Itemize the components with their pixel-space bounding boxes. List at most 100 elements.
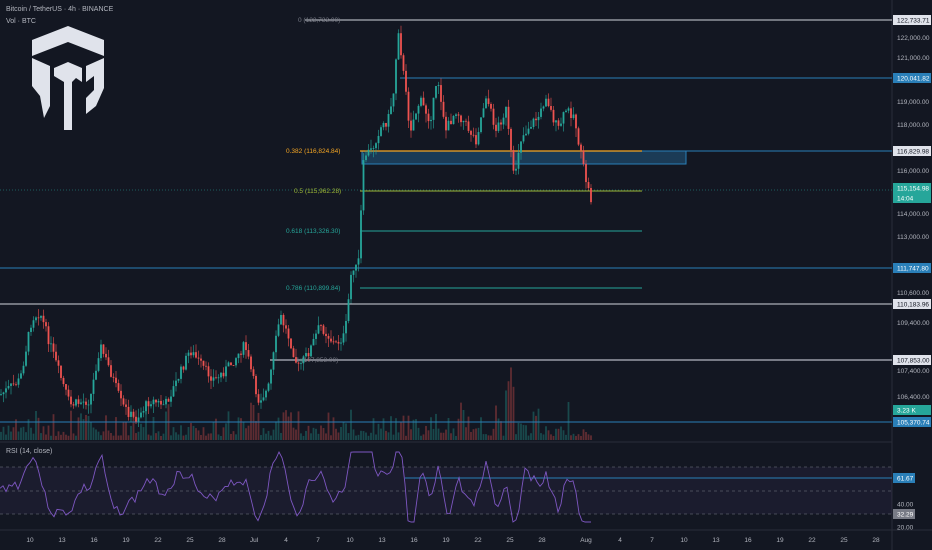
time-axis[interactable]: 10 13 16 19 22 25 28 Jul 4 7 10 13 16 19 22 25 28 Aug 4 7 10… xyxy=(26,537,880,544)
volume-bar xyxy=(427,430,430,440)
candle-body xyxy=(110,365,112,377)
volume-bar xyxy=(220,435,222,440)
candle-body xyxy=(217,377,220,379)
candle-body xyxy=(175,380,177,387)
candle-body xyxy=(560,123,562,126)
candle-body xyxy=(87,404,90,406)
candle-body xyxy=(240,353,242,355)
time-tick: 10 xyxy=(346,537,354,544)
candle-body xyxy=(400,33,402,56)
volume-bar xyxy=(190,422,192,440)
symbol-title[interactable]: Bitcoin / TetherUS · 4h · BINANCE xyxy=(6,6,114,13)
candle-body xyxy=(445,116,447,131)
candle-body xyxy=(360,210,362,259)
candle-body xyxy=(340,342,342,344)
candle-body xyxy=(385,123,387,127)
volume-bar xyxy=(542,434,545,440)
volume-bar xyxy=(40,433,42,440)
price-badge-countdown-text: 14:04 xyxy=(897,196,914,203)
volume-bar xyxy=(352,429,355,440)
volume-bar xyxy=(130,425,132,440)
volume-bar xyxy=(70,410,72,440)
volume-bar xyxy=(492,428,495,440)
candle-body xyxy=(295,357,297,363)
price-badge-top-text: 122,733.71 xyxy=(897,18,930,25)
volume-bar xyxy=(505,390,507,440)
price-badge-s2 xyxy=(893,299,931,309)
volume-bar xyxy=(287,416,290,440)
candle-body xyxy=(260,400,262,403)
volume-bar xyxy=(262,428,265,440)
fib-382-zone xyxy=(361,150,687,165)
volume-bar xyxy=(312,427,315,440)
candle-body xyxy=(307,353,310,357)
candle-body xyxy=(212,377,215,381)
volume-bar xyxy=(217,434,220,440)
volume-bar xyxy=(42,426,45,440)
candle-body xyxy=(147,401,150,407)
volume-bar xyxy=(362,431,365,440)
volume-bar xyxy=(265,433,267,440)
price-tick: 116,000.00 xyxy=(897,168,929,175)
time-tick: 10 xyxy=(680,537,688,544)
candle-body xyxy=(70,396,72,405)
candle-body xyxy=(387,113,390,127)
volume-bar xyxy=(442,432,445,440)
candle-body xyxy=(410,120,412,131)
candle-body xyxy=(255,375,257,395)
candle-body xyxy=(507,106,510,129)
volume-bar xyxy=(72,433,75,440)
candle-body xyxy=(275,335,277,353)
candle-body xyxy=(485,98,487,109)
candle-body xyxy=(525,133,527,136)
volume-bar xyxy=(117,435,120,440)
candle-body xyxy=(427,113,430,122)
rsi-axis[interactable]: 61.67 40.00 32.29 20.00 xyxy=(893,473,915,532)
candle-body xyxy=(45,322,47,327)
price-axis[interactable]: 122,000.00 121,000.00 119,000.00 118,000.00… xyxy=(897,35,930,401)
volume-bar xyxy=(275,421,277,440)
candle-body xyxy=(565,110,567,113)
volume-bar xyxy=(447,417,450,440)
candle-body xyxy=(552,109,555,123)
candle-body xyxy=(472,134,475,136)
candle-body xyxy=(362,160,365,211)
volume-bar xyxy=(370,432,372,440)
candle-body xyxy=(232,365,235,367)
volume-bar xyxy=(292,427,295,440)
price-badge-s1 xyxy=(893,263,931,273)
volume-bar xyxy=(105,415,107,440)
candle-body xyxy=(482,108,485,118)
candle-body xyxy=(42,315,45,323)
volume-bar xyxy=(45,434,47,440)
candle-body xyxy=(155,399,157,403)
volume-bar xyxy=(555,428,557,440)
candle-body xyxy=(442,101,445,117)
candle-body xyxy=(12,383,15,385)
candle-body xyxy=(190,352,192,356)
fib-zone xyxy=(361,150,687,165)
candle-body xyxy=(20,373,22,379)
time-tick: 13 xyxy=(712,537,720,544)
candle-body xyxy=(130,411,132,417)
rsi-pane[interactable] xyxy=(0,450,892,523)
volume-bar xyxy=(32,433,35,440)
volume-bar xyxy=(527,435,530,440)
price-badge-countdown xyxy=(893,193,931,203)
volume-bar xyxy=(52,414,55,440)
volume-bar xyxy=(565,434,567,440)
candle-body xyxy=(107,357,110,366)
candle-body xyxy=(187,352,190,356)
candle-body xyxy=(450,120,452,125)
volume-bar xyxy=(112,435,115,440)
volume-bar xyxy=(325,433,327,440)
volume-bar xyxy=(365,432,367,440)
candle-body xyxy=(140,412,142,418)
candle-body xyxy=(505,106,507,118)
candle-body xyxy=(350,274,352,300)
volume-bar xyxy=(405,435,407,440)
volume-bar xyxy=(322,427,325,440)
volume-bar xyxy=(320,425,322,440)
